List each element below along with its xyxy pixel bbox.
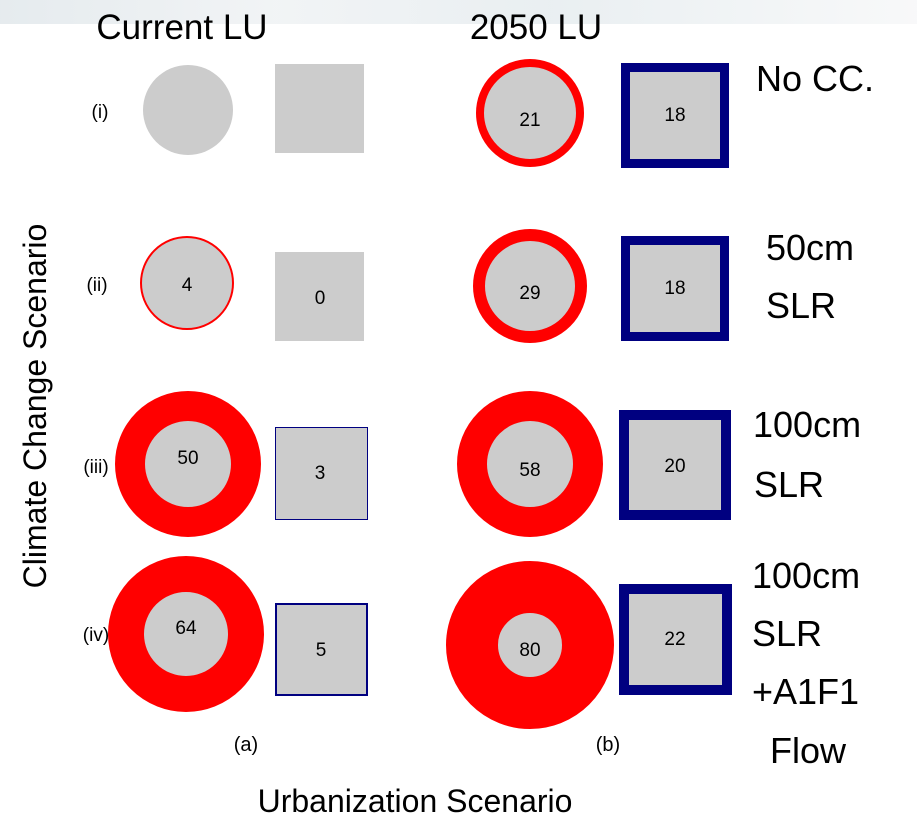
square-value-2050-i: 18 (664, 105, 685, 126)
square-2050-i (621, 63, 729, 168)
square-2050-ii (621, 236, 729, 341)
circle-current-i (143, 65, 233, 155)
circle-2050-iv (446, 561, 614, 729)
square-current-iii (275, 427, 368, 520)
circle-2050-i (476, 59, 584, 167)
square-value-current-iv: 5 (316, 640, 327, 661)
scenario-label-iv-line-3: +A1F1 (752, 671, 859, 712)
scenario-label-iii-line-2: SLR (754, 464, 824, 505)
column-title-2050: 2050 LU (470, 8, 602, 47)
circle-value-2050-ii: 29 (519, 283, 540, 304)
square-2050-iv (619, 584, 732, 695)
square-value-current-iii: 3 (315, 463, 326, 484)
circle-value-2050-iv: 80 (519, 640, 540, 661)
circle-value-2050-i: 21 (519, 110, 540, 131)
row-label-ii: (ii) (86, 275, 107, 296)
square-value-2050-ii: 18 (664, 278, 685, 299)
square-2050-iii (619, 410, 731, 520)
square-current-i (275, 64, 364, 153)
scenario-label-iii-line-1: 100cm (753, 404, 861, 445)
scenario-label-iv-line-4: Flow (770, 730, 847, 771)
circle-current-ii (140, 236, 234, 330)
circle-current-iii (115, 391, 261, 537)
scenario-label-i-line-1: No CC. (756, 58, 874, 99)
circle-value-2050-iii: 58 (519, 460, 540, 481)
circle-2050-iii (457, 391, 603, 537)
square-value-2050-iv: 22 (664, 629, 685, 650)
background-strip (0, 0, 917, 24)
row-label-i: (i) (92, 102, 109, 123)
square-current-iv (275, 603, 368, 696)
x-axis-label: Urbanization Scenario (258, 783, 573, 819)
column-sub-label-b: (b) (596, 734, 620, 756)
scenario-label-ii-line-2: SLR (766, 285, 836, 326)
scenario-label-iv-line-2: SLR (752, 613, 822, 654)
column-sub-label-a: (a) (234, 734, 258, 756)
circle-value-current-ii: 4 (182, 275, 193, 296)
y-axis-label: Climate Change Scenario (17, 224, 53, 589)
scenario-label-ii-line-1: 50cm (766, 227, 854, 268)
circle-2050-ii (473, 229, 587, 343)
circle-current-iv (108, 556, 264, 712)
column-title-current: Current LU (96, 8, 267, 47)
scenario-label-iv-line-1: 100cm (752, 555, 860, 596)
row-label-iv: (iv) (83, 625, 109, 646)
square-value-2050-iii: 20 (664, 456, 685, 477)
square-current-ii (275, 252, 364, 341)
square-value-current-ii: 0 (315, 288, 326, 309)
row-label-iii: (iii) (83, 457, 108, 478)
circle-value-current-iv: 64 (175, 618, 197, 639)
circle-value-current-iii: 50 (177, 448, 198, 469)
